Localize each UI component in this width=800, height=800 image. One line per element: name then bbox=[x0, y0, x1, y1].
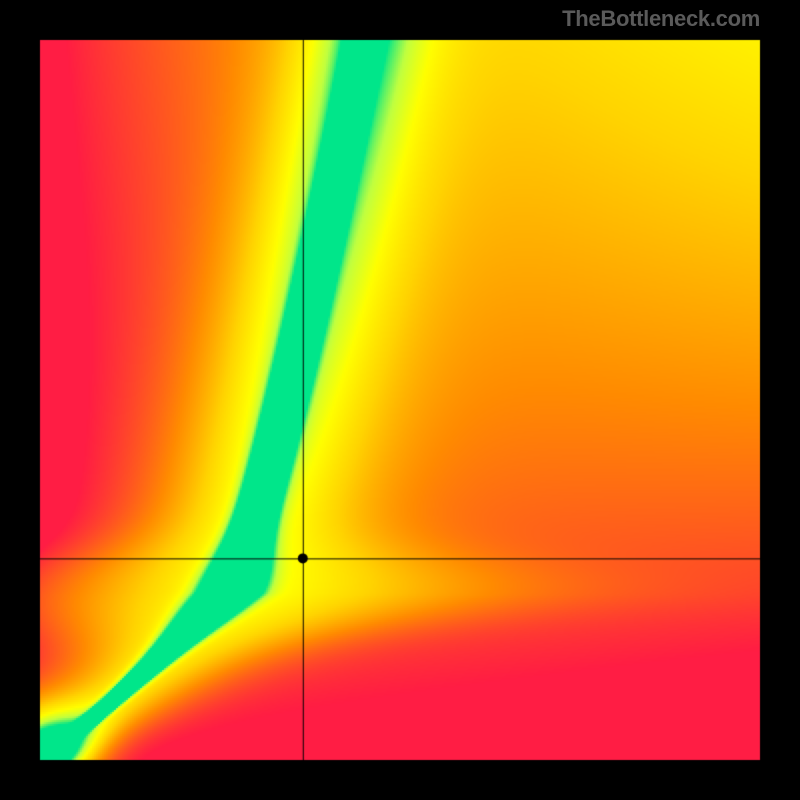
chart-container: { "watermark": { "text": "TheBottleneck.… bbox=[0, 0, 800, 800]
watermark-text: TheBottleneck.com bbox=[562, 6, 760, 32]
bottleneck-heatmap bbox=[0, 0, 800, 800]
